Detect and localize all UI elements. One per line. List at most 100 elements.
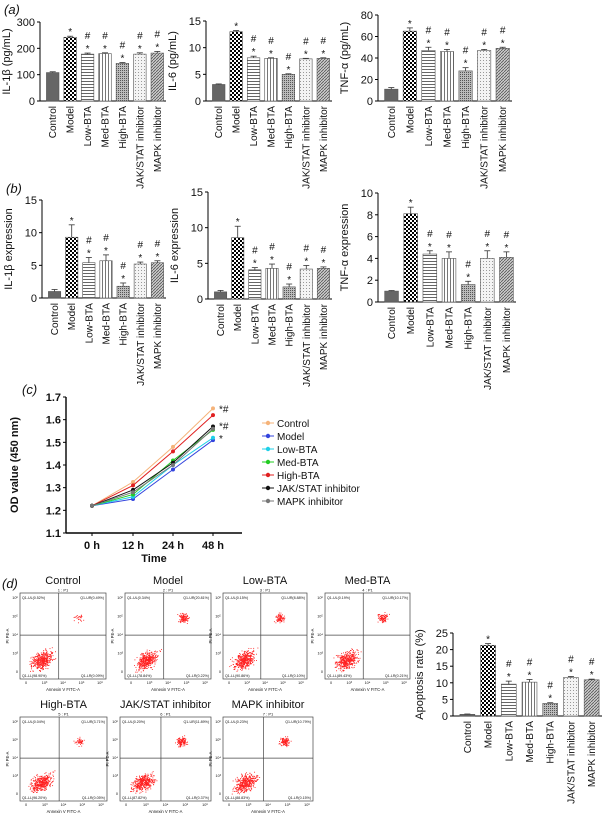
y-tick-label: 1.1 <box>46 528 61 540</box>
quadrant-ul-label: Q1-UL(0.15%) <box>225 596 248 600</box>
series-jak-stat-inhibitor <box>90 424 215 508</box>
bar-jak-stat-inhibitor <box>563 677 579 717</box>
flow-y-tick-label: 10⁴ <box>215 756 221 760</box>
quadrant-ur-label: Q1-UR(11.89%) <box>184 720 210 724</box>
significance-hash: # <box>86 235 92 246</box>
bar-low-bta <box>82 262 96 299</box>
quadrant-ll-label: Q1-LL(89.43%) <box>327 674 352 678</box>
significance-star: * <box>321 49 325 60</box>
significance-star: * <box>269 49 273 60</box>
legend-label: JAK/STAT inhibitor <box>277 484 360 495</box>
bar-mapk-inhibitor <box>495 48 510 102</box>
flow-x-axis-label: Annexin V FITC-A <box>248 687 282 692</box>
data-point <box>131 490 135 495</box>
flow-y-axis-label: PI PE-A <box>105 751 110 766</box>
quadrant-ul-label: Q1-UL(0.20%) <box>122 720 145 724</box>
significance-hash: # <box>103 233 109 244</box>
flow-x-axis-label: Annexin V FITC-A <box>47 809 81 814</box>
flow-y-tick-label: 10⁶ <box>12 596 18 600</box>
bar-med-bta <box>99 260 113 299</box>
significance-annotation: *# <box>219 421 229 432</box>
legend-marker <box>265 446 271 452</box>
x-tick-label: Control <box>48 106 59 138</box>
quadrant-ur-label: Q1-UR(3.71%) <box>81 720 105 724</box>
bar-mapk-inhibitor <box>499 257 514 303</box>
significance-star: * <box>103 44 107 55</box>
flow-y-tick-label: 10³ <box>13 774 19 778</box>
x-tick-label: Model <box>406 307 417 334</box>
legend-label: High-BTA <box>277 471 320 482</box>
x-tick-label: 48 h <box>202 540 224 552</box>
y-tick-label: 10 <box>436 678 448 690</box>
x-tick-label: High-BTA <box>461 106 472 149</box>
flow-y-tick-label: 10⁵ <box>12 738 18 742</box>
bar-model <box>403 213 418 303</box>
x-tick-label: High-BTA <box>119 303 130 346</box>
bar-low-bta <box>80 53 95 102</box>
x-tick-label: Med-BTA <box>267 106 278 148</box>
x-tick-label: Med-BTA <box>445 307 456 349</box>
x-tick-label: Model <box>484 721 495 748</box>
bar-jak-stat-inhibitor <box>299 58 313 102</box>
significance-hash: # <box>446 230 452 241</box>
significance-star: * <box>482 40 486 51</box>
flow-y-tick-label: 10⁴ <box>117 633 123 637</box>
flow-plot-title: MAPK inhibitor <box>232 699 305 711</box>
x-tick-label: Med-BTA <box>443 106 454 148</box>
significance-star: * <box>569 667 573 678</box>
data-point <box>171 449 175 454</box>
quadrant-ll-label: Q1-LL(96.20%) <box>22 796 47 800</box>
x-tick-label: MAPK inhibitor <box>498 105 509 172</box>
flow-y-tick-label: 10³ <box>318 652 324 656</box>
flow-scatter-points <box>231 736 292 795</box>
flow-y-tick-label: 10⁶ <box>117 596 123 600</box>
quadrant-ur-label: Q1-UR(8.88%) <box>281 596 305 600</box>
quadrant-ur-label: Q1-UR(20.81%) <box>183 596 209 600</box>
flow-plot-frame <box>124 592 212 680</box>
significance-star: * <box>528 670 532 681</box>
flow-x-tick-label: 10⁴ <box>60 681 66 685</box>
flow-x-tick-label: 10⁶ <box>401 681 407 685</box>
x-tick-label: Med-BTA <box>525 721 536 763</box>
bar-model <box>480 644 496 717</box>
flow-y-tick-label: 10⁵ <box>215 738 221 742</box>
legend-marker <box>265 485 271 491</box>
bar-model <box>231 237 245 300</box>
significance-hash: # <box>303 36 309 47</box>
flow-y-tick-label: 10⁵ <box>12 615 18 619</box>
x-tick-label: JAK/STAT inhibitor <box>483 306 494 389</box>
legend-label: Model <box>277 432 304 443</box>
y-tick-label: 0 <box>195 96 201 108</box>
bar-model <box>65 236 79 299</box>
bar-jak-stat-inhibitor <box>477 50 492 102</box>
flow-y-tick-label: 10⁴ <box>12 756 18 760</box>
x-tick-label: Control <box>214 106 225 138</box>
flow-plot-frame <box>119 716 212 802</box>
significance-hash: # <box>506 659 512 670</box>
legend-label: Control <box>277 419 309 430</box>
bar-jak-stat-inhibitor <box>133 263 147 299</box>
bar-low-bta <box>421 50 436 102</box>
bar-control <box>459 714 476 717</box>
y-tick-label: 15 <box>189 16 201 28</box>
bar-high-bta <box>116 285 130 299</box>
significance-hash: # <box>500 25 506 36</box>
chart-a-tnf: 0 20 40 60 80 TNF-α (pg/mL) Control * Model * # Low… <box>339 10 512 189</box>
x-tick-label: Model <box>67 303 78 330</box>
significance-hash: # <box>286 52 292 63</box>
significance-hash: # <box>589 657 595 668</box>
quadrant-ll-label: Q1-LL(87.82%) <box>122 796 147 800</box>
flow-plot-title: Control <box>45 575 80 587</box>
significance-star: * <box>304 256 308 267</box>
x-tick-label: Low-BTA <box>250 304 261 345</box>
flow-y-tick-label: 10⁶ <box>317 596 323 600</box>
data-point <box>90 503 94 508</box>
flow-plot-frame <box>222 716 314 802</box>
chart-b-il1b: 0 5 10 15 IL-1β expression Control * Model * # Low… <box>3 195 166 386</box>
significance-hash: # <box>321 36 327 47</box>
legend-label: MAPK inhibitor <box>277 497 344 508</box>
y-tick-label: 20 <box>361 75 373 87</box>
significance-star: * <box>234 22 238 33</box>
